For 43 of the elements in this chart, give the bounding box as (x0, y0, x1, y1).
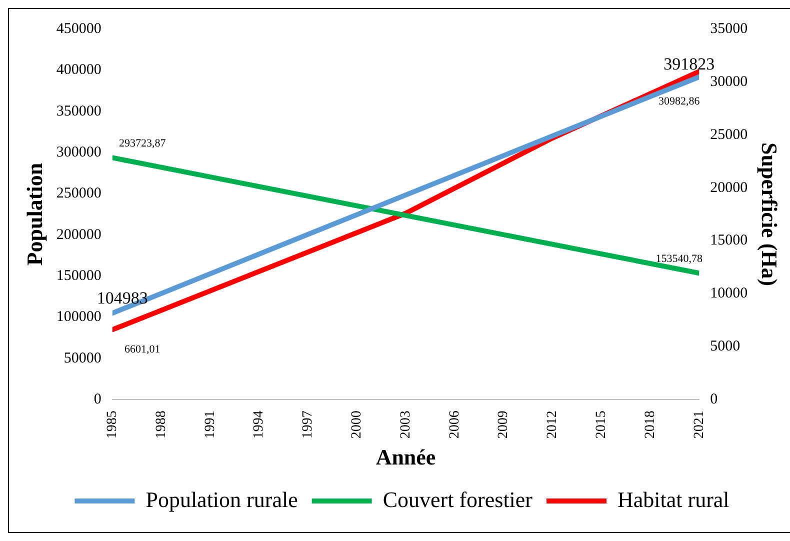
y-tick-label: 350000 (56, 103, 102, 120)
y-tick-label: 300000 (56, 144, 102, 160)
y-tick-label: 100000 (56, 309, 102, 326)
legend-label: Population rurale (146, 486, 298, 512)
data-label: 104983 (96, 288, 148, 308)
x-tick-label: 1985 (105, 410, 120, 439)
y2-tick-label: 35000 (710, 20, 748, 37)
y-tick-label: 400000 (56, 62, 102, 78)
x-tick-label: 1991 (202, 410, 218, 439)
data-label: 30982,86 (658, 95, 700, 108)
legend-label: Habitat rural (618, 486, 730, 512)
data-label: 153540,78 (656, 253, 703, 266)
x-tick-label: 1994 (252, 410, 267, 439)
x-tick-label: 1997 (300, 410, 316, 439)
x-tick-label: 2009 (496, 410, 512, 439)
y2-tick-label: 10000 (710, 286, 748, 302)
y-tick-label: 0 (94, 392, 102, 408)
data-label: 391823 (664, 54, 715, 74)
y-tick-label: 150000 (56, 268, 102, 284)
y2-tick-label: 30000 (710, 74, 748, 90)
y2-tick-label: 5000 (710, 338, 740, 355)
y2-tick-label: 25000 (710, 126, 748, 143)
x-tick-label: 2003 (398, 410, 414, 439)
x-tick-label: 2021 (692, 410, 707, 439)
legend-label: Couvert forestier (382, 486, 534, 512)
y-tick-label: 250000 (56, 186, 102, 202)
y2-tick-label: 0 (710, 392, 718, 408)
y2-tick-label: 15000 (710, 232, 748, 249)
y-tick-label: 200000 (56, 226, 102, 243)
x-tick-label: 2000 (350, 410, 365, 439)
x-tick-label: 2006 (447, 410, 462, 439)
y-tick-label: 450000 (56, 20, 102, 37)
x-axis-title: Année (376, 444, 436, 470)
x-tick-label: 2012 (545, 410, 560, 439)
x-tick-label: 2015 (594, 410, 609, 439)
x-tick-label: 1988 (154, 410, 169, 439)
data-label: 6601,01 (124, 344, 160, 356)
data-label: 293723,87 (119, 138, 166, 150)
x-tick-label: 2018 (642, 410, 658, 439)
y2-axis-title: Superficie (Ha) (757, 142, 782, 286)
y2-tick-label: 20000 (710, 180, 748, 196)
y-tick-label: 50000 (64, 350, 102, 366)
y-axis-title: Population (22, 162, 47, 266)
